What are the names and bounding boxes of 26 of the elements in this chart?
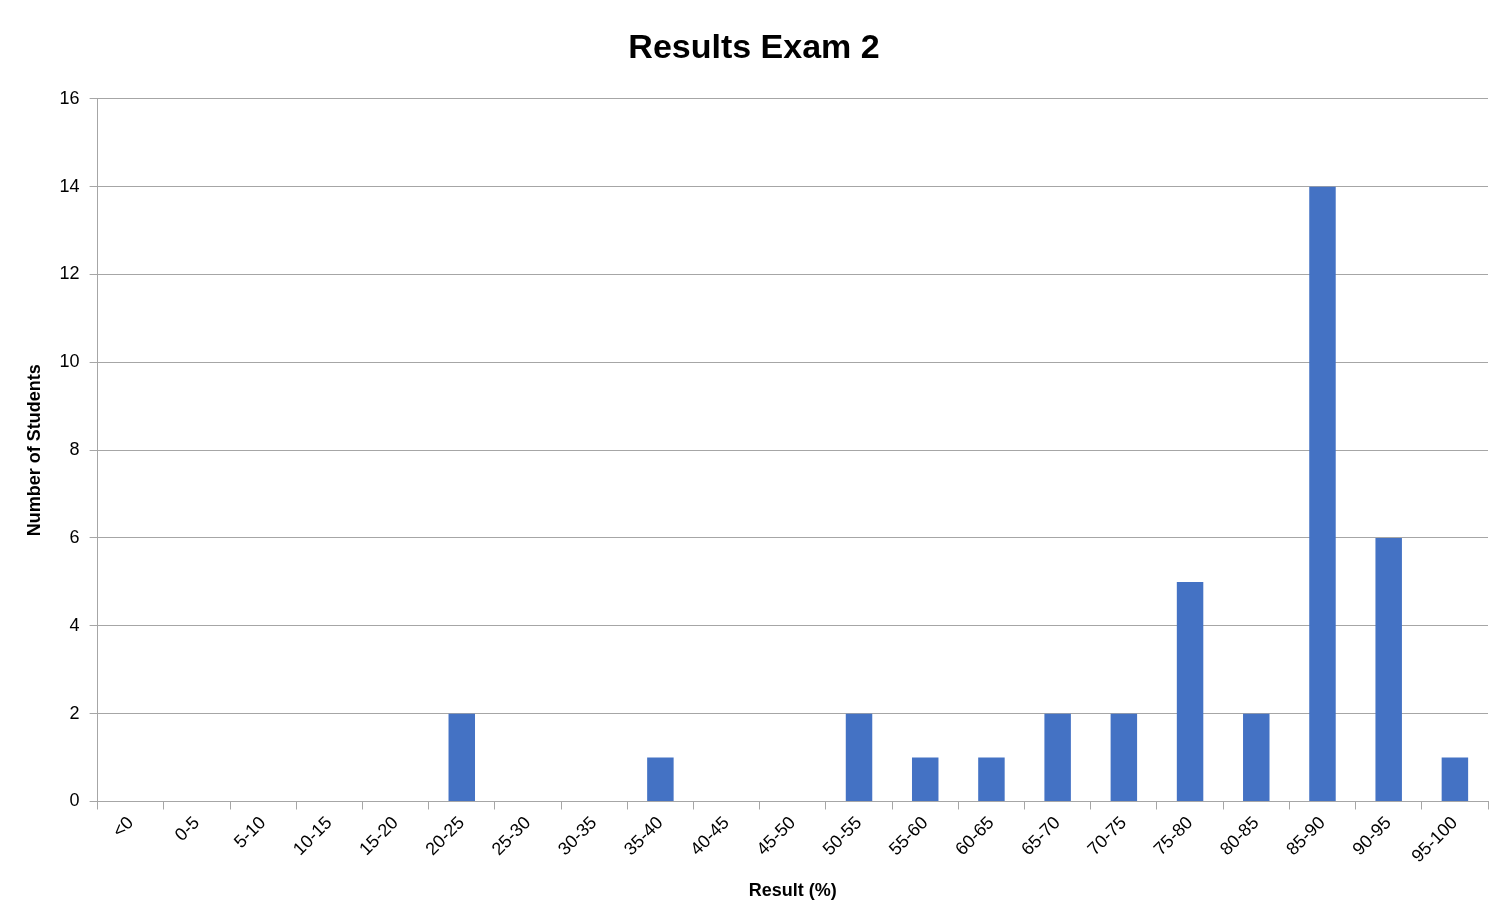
y-tick-label: 4 xyxy=(69,614,80,635)
y-tick-label: 2 xyxy=(69,702,80,723)
x-tick-label: 0-5 xyxy=(170,812,204,845)
y-tick-label: 8 xyxy=(69,439,80,460)
bar xyxy=(978,757,1005,801)
bar xyxy=(1110,713,1138,801)
bar xyxy=(647,757,674,801)
chart-title: Results Exam 2 xyxy=(628,26,880,65)
bar xyxy=(1044,713,1071,801)
bar xyxy=(1243,713,1270,801)
bar xyxy=(448,713,476,801)
y-axis-title: Number of Students xyxy=(23,364,44,537)
bar xyxy=(1176,581,1204,801)
y-tick-label: 14 xyxy=(59,175,80,196)
y-tick-label: 16 xyxy=(59,87,80,108)
y-tick-label: 12 xyxy=(59,263,80,284)
x-axis-title: Result (%) xyxy=(748,880,837,901)
bar xyxy=(1375,537,1402,801)
bar xyxy=(1441,757,1469,801)
y-tick-label: 0 xyxy=(69,790,80,811)
bar xyxy=(911,757,939,801)
bar xyxy=(845,713,873,801)
x-tick-label: <0 xyxy=(108,812,138,841)
y-tick-label: 6 xyxy=(69,526,80,547)
bar xyxy=(1309,186,1336,801)
y-tick-label: 10 xyxy=(59,351,80,372)
